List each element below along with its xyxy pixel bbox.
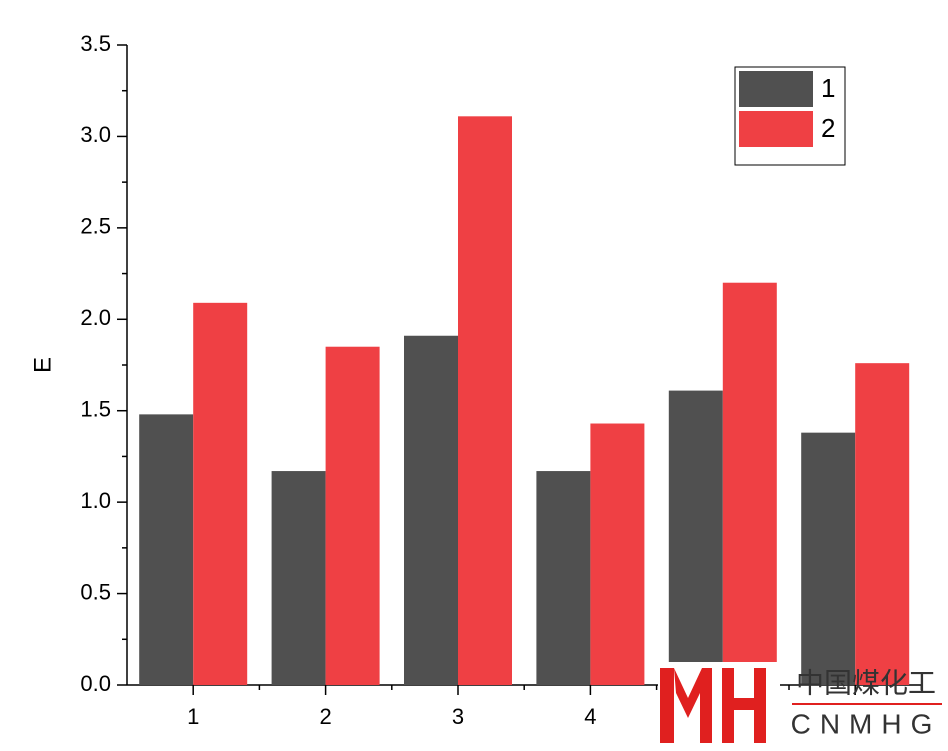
- x-tick-label: 2: [319, 704, 331, 729]
- y-tick-label: 1.5: [80, 397, 111, 422]
- y-tick-label: 3.0: [80, 122, 111, 147]
- y-tick-label: 1.0: [80, 488, 111, 513]
- legend-swatch: [739, 71, 813, 107]
- x-tick-label: 1: [187, 704, 199, 729]
- bar: [801, 432, 856, 685]
- bar: [590, 423, 645, 685]
- y-tick-label: 0.5: [80, 579, 111, 604]
- x-tick-label: 3: [452, 704, 464, 729]
- legend-swatch: [739, 111, 813, 147]
- bar: [855, 363, 910, 685]
- x-tick-label: 4: [584, 704, 596, 729]
- y-tick-label: 2.0: [80, 305, 111, 330]
- y-tick-label: 2.5: [80, 214, 111, 239]
- y-tick-label: 3.5: [80, 31, 111, 56]
- legend-label: 1: [821, 73, 835, 103]
- bar: [722, 282, 777, 685]
- watermark-subtext: CNMHG: [791, 708, 942, 739]
- bar: [536, 471, 591, 685]
- bar: [325, 346, 380, 685]
- watermark-rule: [792, 703, 942, 705]
- watermark-text: 中国煤化工: [796, 667, 936, 698]
- bar: [271, 471, 326, 685]
- bar: [458, 116, 512, 686]
- bar: [668, 390, 723, 685]
- watermark: 中国煤化工 CNMHG: [658, 662, 942, 746]
- bar: [404, 335, 458, 685]
- legend-label: 2: [821, 113, 835, 143]
- y-tick-label: 0.0: [80, 671, 111, 696]
- watermark-logo: [660, 668, 766, 743]
- bar: [193, 302, 248, 685]
- bar: [139, 414, 194, 685]
- y-axis-label: E: [29, 357, 56, 373]
